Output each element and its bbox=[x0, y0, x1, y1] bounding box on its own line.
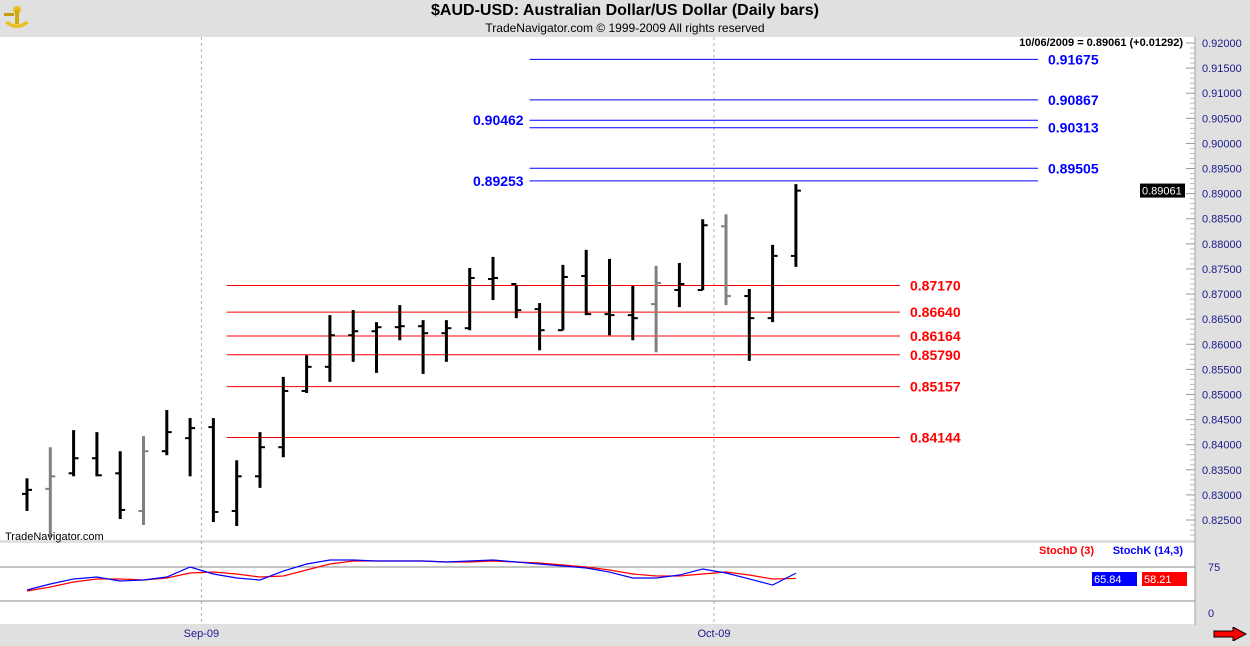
ohlc-bar bbox=[255, 432, 265, 488]
x-tick-label: Oct-09 bbox=[697, 628, 730, 640]
ohlc-bar bbox=[534, 303, 545, 351]
stochd-last-label: 58.21 bbox=[1144, 574, 1172, 586]
stochd-last-marker bbox=[1142, 572, 1187, 586]
ohlc-bar bbox=[91, 432, 102, 477]
stochk-last-label: 65.84 bbox=[1094, 574, 1122, 586]
ohlc-bar bbox=[674, 262, 685, 308]
stoch-line-k bbox=[26, 559, 797, 591]
ohlc-bar bbox=[68, 430, 79, 477]
y-tick-label: 0.90000 bbox=[1202, 138, 1242, 150]
scroll-right-arrow-icon[interactable] bbox=[1213, 626, 1248, 646]
y-tick-label: 0.92000 bbox=[1202, 38, 1242, 50]
level-label: 0.90462 bbox=[473, 112, 524, 128]
ohlc-bar bbox=[115, 451, 126, 519]
ohlc-bar bbox=[441, 320, 452, 362]
level-label: 0.85157 bbox=[910, 379, 961, 395]
stochastic-panel bbox=[0, 543, 1195, 624]
sextant-logo-icon bbox=[2, 1, 32, 36]
y-tick-label: 0.87000 bbox=[1202, 289, 1242, 301]
watermark: TradeNavigator.com bbox=[5, 531, 104, 543]
level-label: 0.89505 bbox=[1048, 160, 1099, 176]
level-label: 0.86640 bbox=[910, 304, 961, 320]
ohlc-bar bbox=[627, 286, 638, 341]
ohlc-bar bbox=[511, 283, 522, 319]
ohlc-bar bbox=[22, 478, 32, 511]
last-price-label: 0.89061 bbox=[1142, 186, 1182, 198]
ohlc-bar bbox=[557, 264, 568, 332]
ohlc-bar bbox=[721, 214, 731, 306]
level-label: 0.85790 bbox=[910, 347, 961, 363]
y-tick-label: 0.86000 bbox=[1202, 339, 1242, 351]
y-tick-label: 0.83500 bbox=[1202, 465, 1242, 477]
stochk-last-marker bbox=[1092, 572, 1137, 586]
ohlc-bar bbox=[464, 267, 475, 331]
ohlc-bar bbox=[278, 376, 289, 458]
level-label: 0.87170 bbox=[910, 278, 961, 294]
y-tick-label: 0.87500 bbox=[1202, 264, 1242, 276]
level-label: 0.84144 bbox=[910, 429, 961, 445]
level-label: 0.91675 bbox=[1048, 51, 1099, 67]
ohlc-bar bbox=[138, 436, 149, 526]
ohlc-bar bbox=[790, 184, 801, 267]
ohlc-bar bbox=[581, 249, 592, 316]
ohlc-bar bbox=[301, 355, 312, 393]
y-tick-label: 0.85000 bbox=[1202, 389, 1242, 401]
level-label: 0.90313 bbox=[1048, 120, 1099, 136]
x-tick-label: Sep-09 bbox=[184, 628, 219, 640]
y-tick-label: 0.91000 bbox=[1202, 88, 1242, 100]
legend-stochk: StochK (14,3) bbox=[1113, 545, 1184, 557]
chart-title: $AUD-USD: Australian Dollar/US Dollar (D… bbox=[431, 2, 819, 19]
ohlc-bar bbox=[418, 320, 429, 374]
ohlc-bar bbox=[697, 219, 708, 292]
ohlc-bar bbox=[767, 244, 778, 323]
ohlc-bar bbox=[394, 305, 405, 341]
ohlc-bar bbox=[651, 265, 662, 353]
y-tick-label: 0.86500 bbox=[1202, 314, 1242, 326]
ohlc-bar bbox=[744, 289, 755, 361]
stoch-tick-label: 0 bbox=[1208, 608, 1214, 620]
ohlc-bar bbox=[208, 418, 219, 523]
y-tick-label: 0.85500 bbox=[1202, 364, 1242, 376]
level-label: 0.86164 bbox=[910, 328, 961, 344]
y-tick-label: 0.84000 bbox=[1202, 440, 1242, 452]
ohlc-bar bbox=[604, 258, 615, 336]
y-tick-label: 0.88500 bbox=[1202, 214, 1242, 226]
ohlc-bar bbox=[348, 310, 359, 362]
chart-subtitle: TradeNavigator.com © 1999-2009 All right… bbox=[485, 21, 765, 35]
y-tick-label: 0.89500 bbox=[1202, 164, 1242, 176]
last-quote: 10/06/2009 = 0.89061 (+0.01292) bbox=[1019, 37, 1183, 49]
y-tick-label: 0.89000 bbox=[1202, 189, 1242, 201]
last-price-marker bbox=[1140, 183, 1185, 198]
y-tick-label: 0.82500 bbox=[1202, 515, 1242, 527]
ohlc-bar bbox=[324, 315, 335, 382]
y-tick-label: 0.84500 bbox=[1202, 415, 1242, 427]
legend-stochd: StochD (3) bbox=[1039, 545, 1094, 557]
stoch-tick-label: 75 bbox=[1208, 562, 1220, 574]
y-tick-label: 0.91500 bbox=[1202, 63, 1242, 75]
y-tick-label: 0.90500 bbox=[1202, 113, 1242, 125]
level-label: 0.89253 bbox=[473, 173, 524, 189]
ohlc-bar bbox=[371, 322, 382, 373]
y-tick-label: 0.88000 bbox=[1202, 239, 1242, 251]
ohlc-bar bbox=[161, 410, 172, 456]
y-tick-label: 0.83000 bbox=[1202, 490, 1242, 502]
ohlc-bar bbox=[488, 256, 498, 301]
ohlc-bar bbox=[45, 447, 56, 538]
ohlc-bar bbox=[185, 418, 196, 477]
ohlc-bar bbox=[231, 460, 242, 527]
level-label: 0.90867 bbox=[1048, 92, 1099, 108]
price-panel bbox=[0, 37, 1195, 540]
